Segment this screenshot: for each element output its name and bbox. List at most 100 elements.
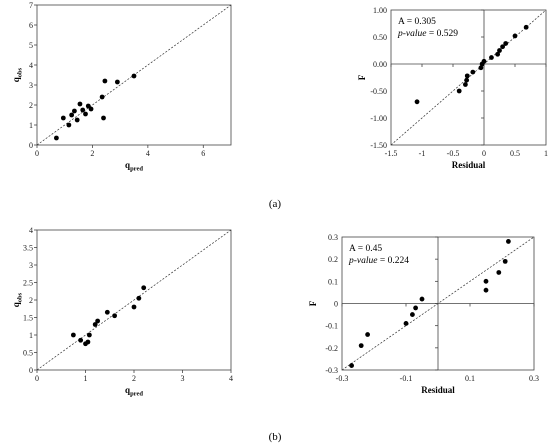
data-point [403, 321, 409, 326]
data-point [483, 278, 489, 284]
data-point [99, 94, 105, 100]
y-tick-label: 1 [29, 331, 33, 340]
data-point [410, 312, 415, 317]
data-point [358, 343, 364, 349]
y-tick-label: 1 [29, 121, 33, 130]
data-point [503, 41, 509, 46]
x-axis-label: Residual [452, 160, 486, 170]
data-point [114, 79, 120, 85]
x-tick-label: 0 [35, 149, 39, 158]
data-point [506, 239, 511, 244]
data-point [85, 339, 91, 345]
data-point [92, 322, 98, 327]
data-point [72, 108, 77, 114]
x-axis-label: qpred [125, 160, 143, 173]
data-point [136, 295, 142, 301]
x-tick-label: 1 [544, 149, 548, 158]
data-point [86, 332, 92, 338]
x-tick-label: 2 [132, 374, 136, 383]
y-tick-label: 5 [29, 41, 33, 50]
y-axis-label: F [357, 74, 367, 80]
data-point [414, 99, 420, 105]
x-tick-label: -0.5 [447, 149, 460, 158]
data-point [95, 318, 101, 324]
data-point [419, 296, 425, 302]
caption-a: (a) [269, 198, 282, 210]
chart-b-left: 0 1 2 3 4 0 0.5 1 1.5 2 2.5 3 3.5 4 qpred qobs [11, 226, 233, 398]
y-axis-label: qobs [11, 292, 24, 307]
data-point [464, 73, 470, 79]
caption-b: (b) [269, 431, 282, 443]
y-axis-label: F [308, 300, 318, 306]
data-point [131, 304, 137, 310]
y-tick-label: -0.3 [325, 366, 338, 375]
p-value-annotation: p-value = 0.529 [397, 29, 458, 39]
data-point [500, 44, 505, 50]
x-tick-label: 4 [146, 149, 150, 158]
y-tick-label: 0.50 [373, 33, 387, 42]
data-point [141, 285, 147, 291]
y-tick-label: 0.5 [23, 349, 33, 358]
data-point [54, 135, 59, 141]
x-tick-label: 4 [229, 374, 233, 383]
plot-frame [36, 4, 232, 146]
y-tick-label: -0.1 [325, 322, 338, 331]
y-tick-label: -0.2 [325, 344, 338, 353]
data-point [74, 117, 80, 123]
data-point [78, 337, 84, 343]
data-point [523, 24, 529, 30]
x-tick-label: 1 [84, 374, 88, 383]
reference-line [36, 229, 232, 371]
data-point [495, 51, 501, 57]
y-tick-label: 1.5 [23, 314, 33, 323]
data-point [483, 287, 489, 293]
data-point [131, 73, 137, 79]
y-tick-label: 4 [29, 61, 33, 70]
stat-annotation: A = 0.45 [349, 244, 382, 254]
data-point [489, 55, 494, 60]
data-point [112, 313, 117, 319]
y-tick-label: 6 [29, 21, 33, 30]
data-point [464, 77, 470, 83]
x-tick-label: 6 [201, 149, 205, 158]
data-point [88, 106, 94, 112]
data-point [104, 309, 110, 315]
x-tick-label: -1 [419, 149, 426, 158]
y-axis-label: qobs [11, 67, 24, 82]
y-tick-label: 7 [29, 1, 33, 10]
data-point [512, 33, 518, 39]
y-tick-label: 3.5 [23, 244, 33, 253]
y-tick-label: 1.00 [373, 6, 387, 15]
x-tick-label: 0.3 [529, 374, 539, 383]
data-point [77, 101, 83, 107]
plot-frame [390, 9, 547, 146]
data-point [365, 332, 370, 337]
y-tick-label: 2 [29, 296, 33, 305]
y-tick-label: -1.50 [370, 141, 387, 150]
p-value-annotation: p-value = 0.224 [348, 256, 409, 266]
y-tick-label: 0.2 [328, 255, 338, 264]
y-tick-label: 2.5 [23, 279, 33, 288]
data-point [80, 107, 86, 113]
x-tick-label: 0 [35, 374, 39, 383]
data-point [463, 82, 468, 87]
x-tick-label: 0 [482, 149, 486, 158]
y-tick-label: 0 [334, 300, 338, 309]
chart-a-left: 0 2 4 6 0 1 2 3 4 5 6 7 qpred qobs [11, 1, 232, 173]
data-point [69, 112, 75, 118]
x-axis-label: qpred [125, 385, 143, 398]
x-tick-label: 2 [90, 149, 94, 158]
data-point [66, 122, 72, 128]
y-tick-label: -0.50 [370, 87, 387, 96]
data-point [481, 58, 487, 64]
x-tick-label: 3 [181, 374, 185, 383]
y-tick-label: 0.3 [328, 233, 338, 242]
x-tick-label: 0.1 [465, 374, 475, 383]
chart-b-right: -0.3 -0.1 0.1 0.3 -0.3 -0.2 -0.1 0 0.1 0.2 0.3 Resi… [308, 233, 539, 395]
data-point [413, 305, 418, 311]
data-point [470, 69, 476, 75]
x-axis-label: Residual [421, 385, 455, 395]
data-point [456, 88, 462, 94]
x-tick-label: -1.5 [385, 149, 398, 158]
